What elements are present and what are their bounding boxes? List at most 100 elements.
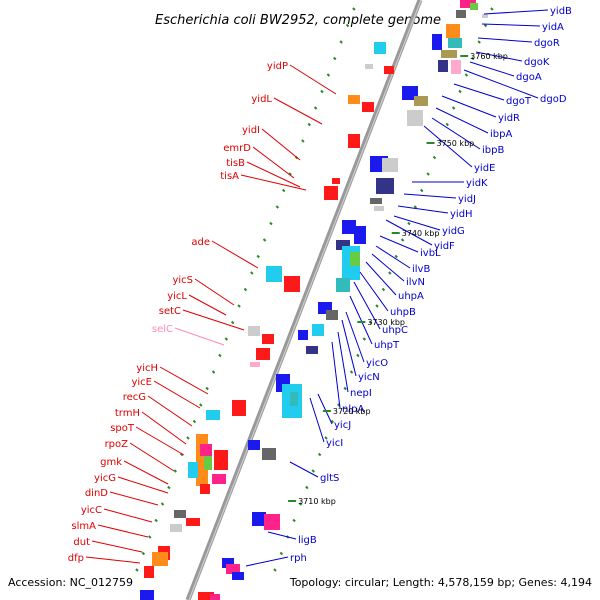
gene-feature bbox=[407, 110, 423, 126]
minor-tick bbox=[205, 386, 209, 391]
gene-label-yidG: yidG bbox=[442, 226, 465, 237]
label-connector bbox=[345, 311, 365, 363]
minor-tick bbox=[256, 254, 260, 259]
label-connector bbox=[359, 271, 389, 312]
minor-tick bbox=[317, 452, 322, 457]
gene-feature bbox=[438, 60, 448, 72]
minor-tick bbox=[339, 40, 343, 44]
label-connector bbox=[469, 61, 515, 77]
gene-feature bbox=[441, 50, 457, 58]
minor-tick bbox=[432, 155, 437, 160]
gene-feature bbox=[342, 220, 356, 234]
minor-tick bbox=[211, 370, 216, 374]
label-connector bbox=[147, 395, 193, 427]
gene-feature bbox=[451, 60, 461, 74]
gene-label-yicN: yicN bbox=[358, 372, 380, 383]
label-connector bbox=[273, 97, 323, 125]
minor-tick bbox=[320, 89, 324, 94]
gene-feature bbox=[482, 14, 488, 18]
minor-tick bbox=[451, 106, 456, 110]
label-connector bbox=[246, 161, 301, 188]
minor-tick bbox=[218, 353, 222, 358]
gene-feature bbox=[262, 334, 274, 344]
minor-tick bbox=[420, 188, 424, 193]
gene-feature bbox=[262, 448, 276, 460]
minor-tick bbox=[324, 436, 328, 440]
gene-feature bbox=[448, 38, 462, 48]
gene-feature bbox=[326, 310, 338, 320]
minor-tick bbox=[148, 535, 152, 539]
gene-label-dgoT: dgoT bbox=[506, 96, 532, 107]
minor-tick bbox=[224, 337, 229, 341]
gene-feature bbox=[252, 512, 266, 526]
minor-tick bbox=[375, 304, 379, 308]
gene-label-yicO: yicO bbox=[366, 358, 388, 369]
minor-tick bbox=[262, 238, 267, 242]
gene-label-setC: setC bbox=[159, 306, 181, 317]
gene-label-trmH: trmH bbox=[115, 408, 140, 419]
kbp-label: 3740 kbp bbox=[402, 229, 440, 238]
minor-tick bbox=[445, 122, 449, 127]
gene-feature bbox=[200, 444, 212, 456]
gene-label-yicG: yicG bbox=[94, 473, 116, 484]
label-connector bbox=[194, 278, 235, 306]
label-connector bbox=[423, 125, 473, 168]
gene-feature bbox=[226, 564, 240, 574]
label-connector bbox=[431, 117, 481, 150]
kbp-labels: 3760 kbp 3750 kbp 3740 kbp 3730 kbp 3720 kbp… bbox=[288, 52, 508, 506]
gene-feature bbox=[348, 134, 360, 148]
minor-tick bbox=[288, 172, 292, 176]
gene-feature bbox=[432, 34, 442, 50]
label-connector bbox=[159, 366, 209, 395]
gene-feature bbox=[370, 198, 382, 204]
minor-tick bbox=[362, 337, 367, 341]
minor-tick bbox=[301, 139, 305, 143]
gene-label-gltS: gltS bbox=[320, 473, 339, 484]
minor-tick bbox=[381, 287, 386, 292]
gene-feature bbox=[256, 348, 270, 360]
minor-tick bbox=[173, 469, 177, 473]
label-connector bbox=[353, 281, 381, 330]
gene-feature bbox=[350, 252, 360, 266]
gene-label-dgoR: dgoR bbox=[534, 38, 560, 49]
gene-label-uhpT: uhpT bbox=[374, 340, 400, 351]
minor-tick bbox=[282, 188, 286, 193]
kbp-label: 3760 kbp bbox=[470, 52, 508, 61]
label-connector bbox=[85, 556, 141, 564]
gene-label-yidA: yidA bbox=[542, 22, 564, 33]
minor-tick bbox=[275, 205, 280, 209]
gene-feature bbox=[376, 178, 394, 194]
gene-label-yicL: yicL bbox=[167, 291, 187, 302]
gene-feature bbox=[174, 510, 186, 518]
gene-label-ligB: ligB bbox=[298, 535, 317, 546]
minor-tick bbox=[477, 40, 481, 44]
gene-feature bbox=[200, 484, 210, 494]
gene-feature bbox=[332, 178, 340, 184]
label-connector bbox=[393, 215, 441, 231]
gene-feature bbox=[186, 518, 200, 526]
minor-tick bbox=[330, 419, 335, 424]
gene-feature bbox=[152, 552, 168, 566]
minor-tick bbox=[388, 271, 392, 275]
gene-label-dinD: dinD bbox=[85, 488, 108, 499]
gene-label-yicE: yicE bbox=[131, 377, 152, 388]
label-connector bbox=[261, 128, 301, 161]
gene-feature bbox=[266, 266, 282, 282]
gene-feature bbox=[354, 226, 366, 244]
minor-tick bbox=[243, 287, 248, 292]
gene-feature bbox=[248, 326, 260, 336]
gene-feature bbox=[232, 572, 244, 580]
label-connector bbox=[245, 556, 289, 567]
minor-tick bbox=[250, 271, 254, 275]
minor-tick bbox=[356, 353, 360, 358]
label-connector bbox=[379, 235, 419, 253]
gene-label-ilvB: ilvB bbox=[412, 264, 430, 275]
label-connector bbox=[463, 69, 539, 99]
gene-feature bbox=[140, 590, 154, 600]
gene-feature bbox=[298, 330, 308, 340]
gene-label-recG: recG bbox=[123, 392, 146, 403]
gene-label-yicH: yicH bbox=[136, 363, 158, 374]
minor-tick bbox=[345, 23, 350, 28]
gene-feature bbox=[456, 10, 466, 18]
